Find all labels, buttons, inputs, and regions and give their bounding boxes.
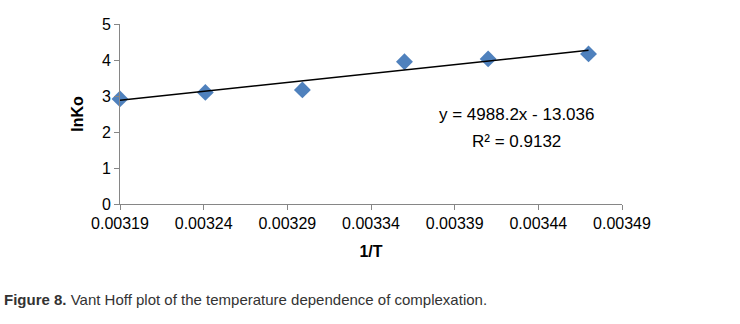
svg-text:0.00344: 0.00344 — [509, 215, 567, 232]
svg-text:1/T: 1/T — [359, 243, 382, 260]
svg-text:0.00339: 0.00339 — [426, 215, 484, 232]
svg-text:0.00329: 0.00329 — [258, 215, 316, 232]
svg-text:0.00324: 0.00324 — [175, 215, 233, 232]
svg-text:lnKo: lnKo — [69, 96, 86, 132]
svg-text:3: 3 — [102, 88, 111, 105]
svg-text:0.00319: 0.00319 — [91, 215, 149, 232]
svg-text:4: 4 — [102, 52, 111, 69]
svg-text:5: 5 — [102, 16, 111, 33]
svg-text:0.00334: 0.00334 — [342, 215, 400, 232]
svg-text:2: 2 — [102, 124, 111, 141]
svg-text:Figure 8. Vant Hoff plot of th: Figure 8. Vant Hoff plot of the temperat… — [4, 291, 487, 308]
svg-text:0.00349: 0.00349 — [593, 215, 651, 232]
svg-text:1: 1 — [102, 160, 111, 177]
svg-text:y = 4988.2x - 13.036: y = 4988.2x - 13.036 — [439, 105, 594, 124]
svg-text:0: 0 — [102, 196, 111, 213]
svg-text:R² = 0.9132: R² = 0.9132 — [472, 132, 561, 151]
